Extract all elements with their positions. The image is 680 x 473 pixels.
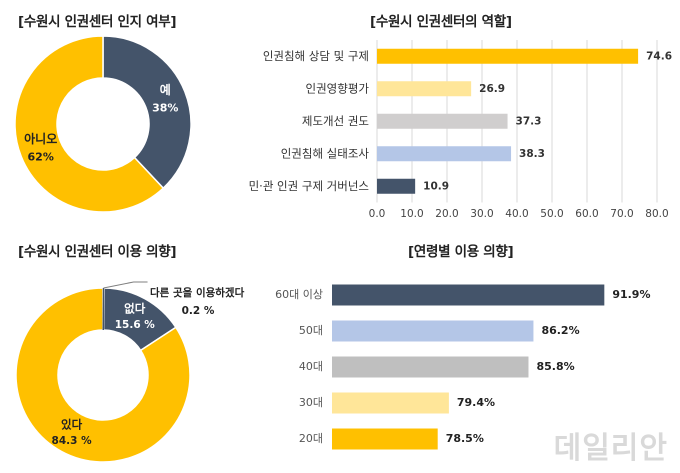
- chart4-category-label: 60대 이상: [275, 288, 323, 301]
- chart2-tick-label: 30.0: [470, 208, 493, 220]
- chart2-tick-label: 10.0: [400, 208, 423, 220]
- chart2-category-label: 인권영향평가: [306, 81, 370, 95]
- chart3-slice-value: 84.3 %: [52, 435, 93, 447]
- chart2-tick-label: 50.0: [540, 208, 563, 220]
- chart2-category-label: 제도개선 권도: [302, 114, 369, 128]
- chart2-bar: [377, 146, 512, 162]
- chart4-category-label: 30대: [299, 396, 323, 409]
- chart4-bar: [332, 428, 438, 450]
- chart1-title: [수원시 인권센터 인지 여부]: [18, 14, 177, 30]
- chart4-bar: [332, 356, 529, 378]
- chart2-bar: [377, 178, 416, 194]
- chart2-tick-label: 60.0: [575, 208, 598, 220]
- watermark-logo: 데일리안: [553, 431, 668, 466]
- chart2-bar: [377, 113, 508, 129]
- chart2-tick-label: 80.0: [645, 208, 668, 220]
- chart2-value-label: 74.6: [646, 50, 672, 62]
- chart2-category-label: 인권침해 실태조사: [281, 146, 370, 160]
- chart1-slice-label: 아니오: [24, 131, 57, 146]
- chart2-tick-label: 20.0: [435, 208, 458, 220]
- chart3-slice-label: 없다: [124, 302, 146, 316]
- chart2-bar: [377, 81, 472, 97]
- chart2-bar: [377, 48, 639, 64]
- chart1-slice-value: 62%: [28, 151, 54, 164]
- chart4-category-label: 40대: [299, 360, 323, 373]
- chart1-slice: [102, 35, 192, 190]
- chart3-callout-value: 0.2 %: [182, 305, 215, 317]
- chart4-value-label: 86.2%: [541, 324, 579, 337]
- chart4-value-label: 85.8%: [536, 360, 574, 373]
- chart2-category-label: 민·관 인권 구제 거버넌스: [249, 179, 369, 193]
- chart2-category-label: 인권침해 상담 및 구제: [263, 49, 369, 63]
- chart3-callout-label: 다른 곳을 이용하겠다: [150, 286, 245, 299]
- chart4-value-label: 78.5%: [446, 432, 484, 445]
- chart3-slice: [15, 287, 191, 463]
- chart1-slice-value: 38%: [152, 101, 178, 114]
- chart4-category-label: 50대: [299, 324, 323, 337]
- chart4-bar: [332, 392, 449, 414]
- chart3-leader-line: [103, 281, 148, 289]
- chart3-title: [수원시 인권센터 이용 의향]: [18, 244, 177, 260]
- chart4-title: [연령별 이용 의향]: [408, 244, 514, 260]
- chart2-title: [수원시 인권센터의 역할]: [370, 14, 512, 30]
- chart2-tick-label: 0.0: [369, 208, 386, 220]
- chart1-slice: [14, 35, 165, 213]
- chart4-bar: [332, 320, 534, 342]
- chart2-value-label: 10.9: [423, 180, 449, 192]
- chart4-category-label: 20대: [299, 432, 323, 445]
- chart4-value-label: 91.9%: [612, 288, 650, 301]
- chart2-value-label: 26.9: [479, 83, 505, 95]
- chart3-slice-label: 있다: [61, 418, 83, 432]
- chart1-slice-label: 예: [160, 82, 171, 97]
- chart2-value-label: 38.3: [519, 148, 545, 160]
- chart3-slice-value: 15.6 %: [115, 319, 156, 331]
- chart2-value-label: 37.3: [516, 115, 542, 127]
- chart4-bar: [332, 284, 605, 306]
- chart4-value-label: 79.4%: [457, 396, 495, 409]
- chart2-tick-label: 40.0: [505, 208, 528, 220]
- chart2-tick-label: 70.0: [610, 208, 633, 220]
